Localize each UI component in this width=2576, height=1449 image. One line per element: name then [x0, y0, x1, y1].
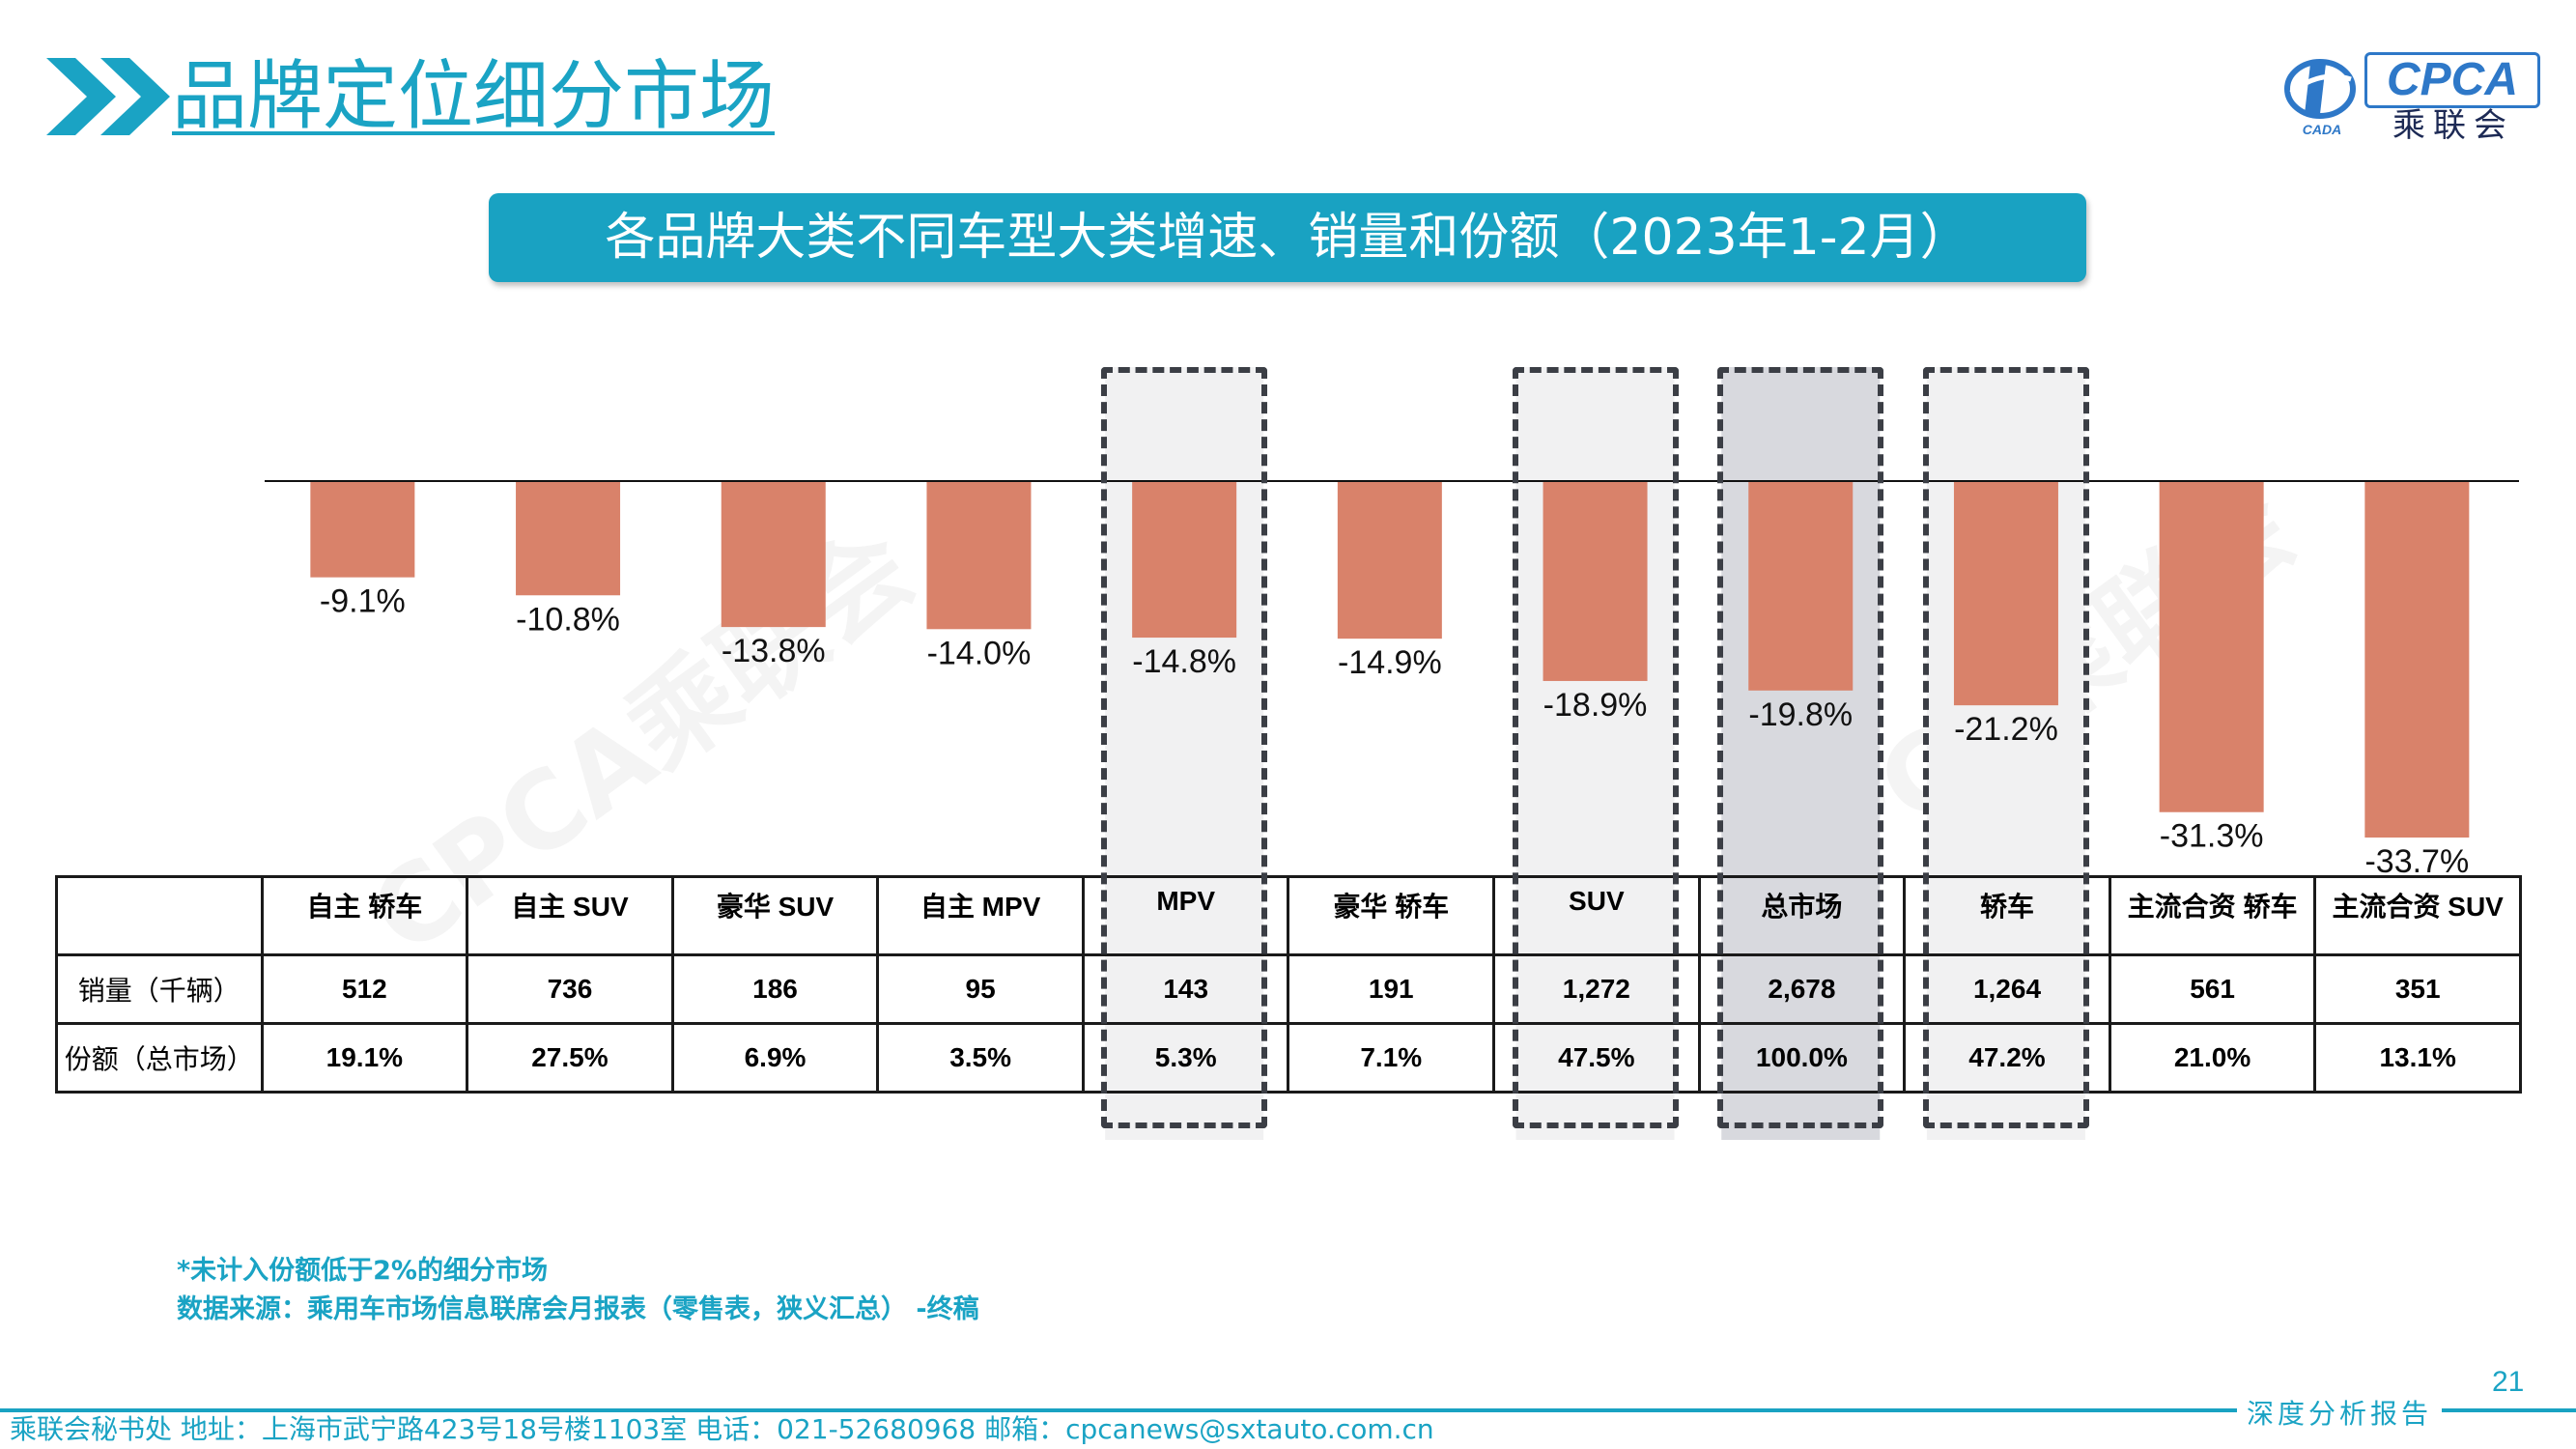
page-number: 21: [2492, 1366, 2525, 1398]
table-header-cell: 主流合资 轿车: [2108, 875, 2317, 956]
cpca-logo-cn: 乘联会: [2392, 106, 2514, 145]
data-label: -33.7%: [2364, 843, 2469, 880]
table-cell: 143: [1081, 953, 1290, 1025]
table-cell: 7.1%: [1287, 1022, 1496, 1094]
bar: [516, 481, 621, 596]
table-cell: 47.2%: [1903, 1022, 2111, 1094]
table-row-label: 销量（千辆）: [55, 953, 264, 1025]
table-cell: 100.0%: [1697, 1022, 1907, 1094]
bar: [926, 481, 1032, 630]
table-header-cell: 豪华 轿车: [1287, 875, 1496, 956]
data-label: -14.8%: [1132, 643, 1236, 680]
bar: [310, 481, 415, 578]
data-label: -14.0%: [927, 635, 1032, 671]
table-row: 份额（总市场） 19.1% 27.5% 6.9% 3.5% 5.3% 7.1% 47.5% 10…: [55, 1022, 2522, 1094]
table-header-cell: MPV: [1081, 875, 1290, 956]
data-label: -18.9%: [1543, 687, 1648, 724]
table-header-cell: 自主 轿车: [260, 875, 469, 956]
data-label: -9.1%: [320, 583, 406, 620]
bar: [2364, 481, 2470, 838]
table-header-cell: 轿车: [1903, 875, 2111, 956]
table-cell: 47.5%: [1492, 1022, 1701, 1094]
chevron-right-icon: [46, 58, 116, 135]
table-header-row: 自主 轿车 自主 SUV 豪华 SUV 自主 MPV MPV 豪华 轿车 SUV 总市场 轿车主…: [55, 875, 2522, 956]
table-cell: 191: [1287, 953, 1496, 1025]
data-table: 自主 轿车 自主 SUV 豪华 SUV 自主 MPV MPV 豪华 轿车 SUV 总市场 轿车主…: [55, 875, 2522, 1094]
bar: [1748, 481, 1854, 691]
bar: [1337, 481, 1442, 639]
bar: [1953, 481, 2058, 706]
table-row-label: 份额（总市场）: [55, 1022, 264, 1094]
table-cell: 2,678: [1697, 953, 1907, 1025]
note-threshold: *未计入份额低于2%的细分市场: [177, 1256, 548, 1286]
bar: [2159, 481, 2264, 812]
data-label: -14.9%: [1338, 644, 1442, 681]
bars-layer: [310, 481, 2470, 838]
table-header-cell: 豪华 SUV: [670, 875, 880, 956]
cada-logo: CADA: [2302, 122, 2342, 137]
table-cell: 351: [2313, 953, 2522, 1025]
chevron-right-icon: [100, 58, 170, 135]
table-cell: 6.9%: [670, 1022, 880, 1094]
data-label: -13.8%: [722, 633, 826, 669]
table-header-cell: 自主 MPV: [876, 875, 1085, 956]
bar: [721, 481, 826, 628]
table-header-cell: 主流合资 SUV: [2313, 875, 2522, 956]
chart-title-banner: 各品牌大类不同车型大类增速、销量和份额（2023年1-2月）: [489, 193, 2086, 282]
table-cell: 3.5%: [876, 1022, 1085, 1094]
table-cell: 186: [670, 953, 880, 1025]
note-source: 数据来源：乘用车市场信息联席会月报表（零售表，狭义汇总） -终稿: [177, 1294, 979, 1324]
data-label: -31.3%: [2160, 818, 2264, 855]
table-cell: 5.3%: [1081, 1022, 1290, 1094]
table-cell: 27.5%: [466, 1022, 674, 1094]
table-cell: 736: [466, 953, 674, 1025]
table-header-cell: 自主 SUV: [466, 875, 674, 956]
data-label: -19.8%: [1748, 696, 1853, 733]
cpca-emblem-icon: [2284, 59, 2356, 119]
table-cell: 95: [876, 953, 1085, 1025]
table-header-cell: SUV: [1492, 875, 1701, 956]
bar: [1543, 481, 1648, 681]
table-cell: 512: [260, 953, 469, 1025]
data-label: -10.8%: [516, 601, 620, 638]
table-cell: 561: [2108, 953, 2317, 1025]
table-corner-cell: [55, 875, 264, 956]
footer-divider: [0, 1408, 2576, 1412]
bar: [1132, 481, 1237, 639]
table-header-cell: 总市场: [1697, 875, 1907, 956]
bar-chart: -9.1% -10.8% -13.8% -14.0% -14.8% -14.9% -18.9…: [265, 367, 2519, 1140]
table-cell: 19.1%: [260, 1022, 469, 1094]
footer-contact: 乘联会秘书处 地址：上海市武宁路423号18号楼1103室 电话：021-526…: [10, 1413, 1434, 1445]
footer-report-label: 深度分析报告: [2237, 1395, 2443, 1434]
table-cell: 21.0%: [2108, 1022, 2317, 1094]
table-cell: 1,272: [1492, 953, 1701, 1025]
value-labels-layer: -9.1% -10.8% -13.8% -14.0% -14.8% -14.9% -18.9…: [320, 583, 2469, 880]
notes: *未计入份额低于2%的细分市场 数据来源：乘用车市场信息联席会月报表（零售表，狭…: [177, 1252, 979, 1329]
data-label: -21.2%: [1954, 711, 2058, 748]
table-row: 销量（千辆） 512 736 186 95 143 191 1,272 2,678 1,264 56…: [55, 953, 2522, 1025]
cpca-logo: CPCA: [2364, 52, 2540, 108]
page-title: 品牌定位细分市场: [172, 53, 776, 140]
table-cell: 13.1%: [2313, 1022, 2522, 1094]
table-cell: 1,264: [1903, 953, 2111, 1025]
